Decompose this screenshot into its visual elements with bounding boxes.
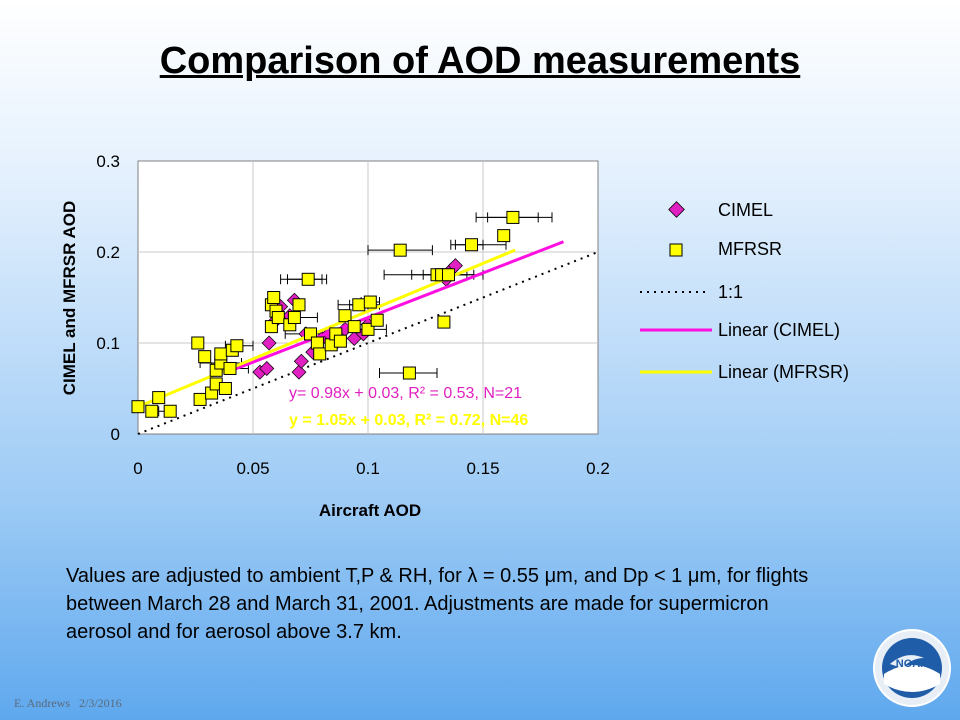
footer-date: 2/3/2016	[79, 696, 122, 710]
footer-author: E. Andrews	[14, 696, 70, 710]
mfrsr-point	[352, 298, 366, 312]
x-tick-label: 0.15	[466, 459, 499, 478]
mfrsr-point	[313, 347, 327, 361]
linear-cimel-line	[229, 240, 565, 373]
mfrsr-point	[230, 339, 244, 353]
mfrsr-point	[271, 311, 285, 325]
mfrsr-point	[465, 238, 478, 252]
legend-label-1to1: 1:1	[718, 282, 743, 302]
legend-label-mfrsr: MFRSR	[718, 239, 782, 259]
caption-text: Values are adjusted to ambient T,P & RH,…	[66, 565, 809, 643]
x-tick-label: 0.2	[586, 459, 610, 478]
mfrsr-point	[402, 366, 416, 380]
mfrsr-point	[393, 243, 407, 257]
tick-labels: 0 0.05 0.1 0.15 0.2 0 0.1 0.2 0.3	[96, 152, 609, 478]
mfrsr-point	[218, 382, 232, 395]
mfrsr-point	[152, 391, 166, 405]
mfrsr-point	[310, 336, 324, 350]
cimel-point	[291, 364, 307, 380]
scatter-chart: 0 0.05 0.1 0.15 0.2 0 0.1 0.2 0.3 y= 0.98x + 0.0…	[60, 152, 849, 520]
y-tick-label: 0	[111, 425, 120, 444]
mfrsr-point	[163, 404, 177, 418]
mfrsr-point	[193, 392, 207, 406]
mfrsr-point	[437, 315, 451, 329]
cimel-point	[293, 353, 309, 369]
mfrsr-point	[442, 268, 455, 282]
y-axis-label: CIMEL and MFRSR AOD	[60, 201, 79, 396]
cimel-point	[261, 335, 277, 351]
mfrsr-point	[363, 295, 377, 309]
noaa-logo: NOAA	[873, 629, 951, 707]
mfrsr-point	[223, 361, 237, 375]
mfrsr-point	[506, 210, 520, 224]
legend-label-cimel: CIMEL	[718, 200, 773, 220]
cimel-point	[259, 360, 275, 376]
mfrsr-equation: y = 1.05x + 0.03, R² = 0.72, N=46	[289, 412, 528, 429]
legend-marker-mfrsr	[669, 243, 683, 257]
mfrsr-point	[338, 309, 352, 323]
y-tick-label: 0.2	[96, 243, 120, 262]
data-points	[131, 210, 565, 418]
y-tick-label: 0.1	[96, 334, 120, 353]
mfrsr-point	[292, 298, 306, 312]
legend-label-linear-mfrsr: Linear (MFRSR)	[718, 362, 849, 382]
mfrsr-point	[198, 350, 212, 364]
footer: E. Andrews 2/3/2016	[14, 696, 122, 711]
mfrsr-point	[301, 272, 315, 286]
legend-label-linear-cimel: Linear (CIMEL)	[718, 320, 840, 340]
logo-text: NOAA	[896, 658, 928, 670]
mfrsr-point	[267, 291, 281, 304]
mfrsr-point	[214, 347, 228, 361]
cimel-equation: y= 0.98x + 0.03, R² = 0.53, N=21	[289, 385, 522, 402]
mfrsr-point	[191, 336, 205, 350]
x-axis-label: Aircraft AOD	[319, 501, 421, 520]
mfrsr-point	[333, 334, 347, 348]
slide-title: Comparison of AOD measurements	[159, 40, 801, 82]
mfrsr-point	[370, 313, 384, 327]
legend: CIMEL MFRSR 1:1 Linear (CIMEL) Linear (M…	[640, 200, 849, 382]
legend-marker-cimel	[668, 201, 685, 218]
mfrsr-point	[287, 311, 301, 325]
mfrsr-point	[145, 404, 159, 418]
mfrsr-point	[347, 320, 361, 334]
mfrsr-point	[131, 400, 145, 414]
x-tick-label: 0.1	[356, 459, 380, 478]
y-tick-label: 0.3	[96, 152, 120, 171]
mfrsr-point	[497, 229, 511, 243]
x-tick-label: 0.05	[236, 459, 269, 478]
x-tick-label: 0	[133, 459, 142, 478]
